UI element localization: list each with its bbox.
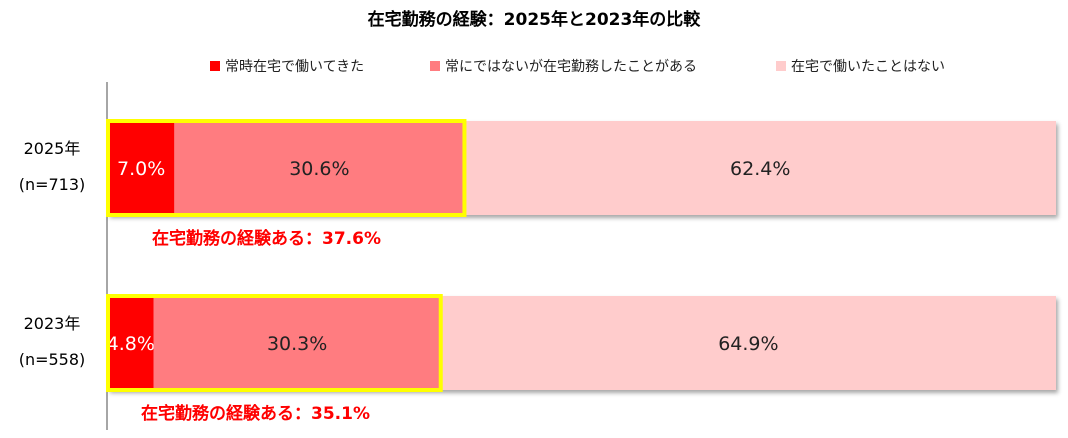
highlight-box [106,119,467,217]
annotation: 在宅勤務の経験ある：35.1% [141,403,370,424]
legend-label: 在宅で働いたことはない [791,59,945,75]
bar-segment [440,296,1056,390]
data-label: 62.4% [730,158,790,180]
category-sublabel: (n=713) [19,175,86,194]
legend-swatch [430,61,440,71]
legend-swatch [776,61,786,71]
chart-title: 在宅勤務の経験：2025年と2023年の比較 [368,9,702,30]
bar-segment [153,296,441,390]
legend-label: 常にではないが在宅勤務したことがある [445,59,697,75]
data-label: 4.8% [107,333,155,355]
legend: 常時在宅で働いてきた 常にではないが在宅勤務したことがある 在宅で働いたことはない [210,59,945,75]
data-label: 7.0% [117,158,165,180]
data-label: 30.3% [267,333,327,355]
bar-segment [108,296,154,390]
category-label: 2023年 [24,314,81,333]
legend-swatch [210,61,220,71]
category-label: 2025年 [24,139,81,158]
category-sublabel: (n=558) [19,350,86,369]
bar-segment [108,121,175,215]
legend-label: 常時在宅で働いてきた [225,59,364,75]
data-label: 64.9% [718,333,778,355]
data-label: 30.6% [289,158,349,180]
bar-segment [174,121,465,215]
highlight-box [106,294,443,392]
annotation: 在宅勤務の経験ある：37.6% [152,228,381,249]
bar-segment [464,121,1056,215]
